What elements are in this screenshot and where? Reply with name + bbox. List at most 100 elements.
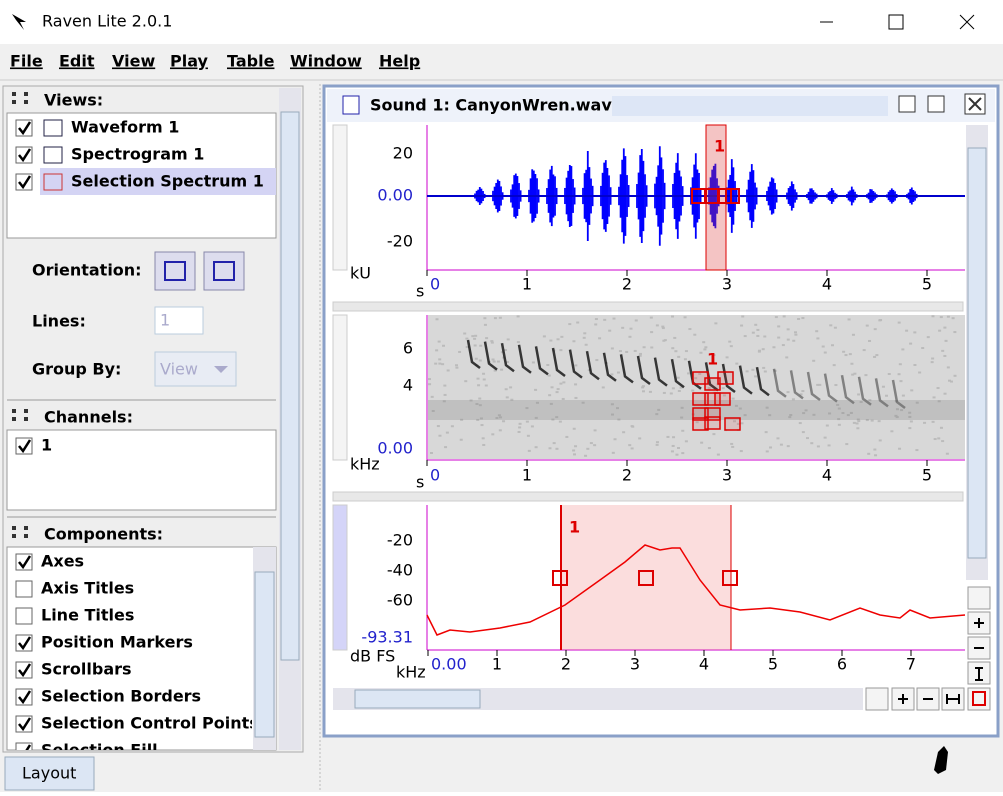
close-icon [968,97,982,111]
noise [853,372,857,375]
close-button[interactable] [959,14,975,30]
noise [909,342,913,345]
noise [593,444,597,447]
noise [898,447,902,450]
layout-tab[interactable] [4,756,95,791]
noise [725,356,729,359]
noise [816,445,820,448]
noise [549,339,553,342]
doc-icon [342,95,360,115]
maximize-button[interactable] [888,14,904,30]
call-trace [653,357,668,387]
noise [740,324,744,327]
call-trace [789,370,804,400]
noise [707,386,711,389]
call-trace [551,347,566,377]
maximize-button[interactable] [927,95,945,113]
noise [443,384,447,387]
menu-item[interactable]: Help [379,52,420,71]
noise [949,380,953,383]
scroll-thumb[interactable] [280,111,300,661]
noise [465,346,469,349]
scroll-thumb[interactable] [354,689,481,709]
noise [777,336,781,339]
noise [728,340,732,343]
noise [933,438,937,441]
scroll-thumb[interactable] [254,571,275,738]
noise [634,319,638,322]
components-items: Axes Axis Titles Line Titles Position Marke… [15,552,259,759]
component-item: Selection Control Points [41,714,259,733]
menu-item[interactable]: Edit [59,52,95,71]
noise [584,454,588,457]
noise [931,420,935,423]
noise [531,361,535,364]
menu-bar: File Edit View Play Table Window Help [10,52,420,71]
menu-item[interactable]: Table [227,52,275,71]
noise [945,452,949,455]
noise [895,408,899,411]
x-tick-label: 2 [622,466,632,485]
orientation-horizontal[interactable] [154,251,196,291]
status-icon [934,746,948,774]
selection-label: 1 [569,518,580,537]
noise [830,344,834,347]
noise [671,315,675,318]
noise [909,420,913,423]
noise [481,437,485,440]
noise [549,402,553,405]
noise [939,426,943,429]
noise [650,331,654,334]
noise [428,383,432,386]
noise [559,382,563,385]
button-icon [972,691,986,706]
iconify-button[interactable] [898,95,916,113]
checkbox[interactable] [15,580,33,598]
noise [867,452,871,455]
noise [483,317,487,320]
menu-item[interactable]: View [112,52,155,71]
noise [474,357,478,360]
button[interactable] [967,586,991,610]
panel-handle [332,124,348,271]
orientation-vertical[interactable] [203,251,245,291]
lines-input[interactable] [154,306,204,335]
noise [662,339,666,342]
checkbox[interactable] [15,607,33,625]
menu-item[interactable]: File [10,52,43,71]
noise [474,334,478,337]
noise [739,450,743,453]
control-point [714,392,731,406]
noise [666,435,670,438]
noise [469,399,473,402]
menu-item[interactable]: Play [170,52,209,71]
noise [500,368,504,371]
x-tick-label: 0.00 [431,655,467,674]
button[interactable] [865,687,889,711]
y-tick-label: -93.31 [361,628,413,647]
noise [458,350,462,353]
y-unit: kHz [350,455,380,474]
noise [555,447,559,450]
noise [908,415,912,418]
noise [951,317,955,320]
noise-band [428,400,965,420]
component-item: Axes [41,552,84,571]
noise [671,387,675,390]
noise [894,400,898,403]
noise [503,349,507,352]
noise [510,398,514,401]
component-item: Selection Borders [41,687,201,706]
control-point [722,570,738,586]
noise [703,348,707,351]
noise [849,411,853,414]
noise [913,331,917,334]
noise [704,346,708,349]
scroll-thumb[interactable] [967,147,987,559]
checkbox[interactable] [15,742,33,759]
noise [878,439,882,442]
noise [769,446,773,449]
menu-item[interactable]: Window [290,52,362,71]
noise [573,453,577,456]
noise [436,425,440,428]
